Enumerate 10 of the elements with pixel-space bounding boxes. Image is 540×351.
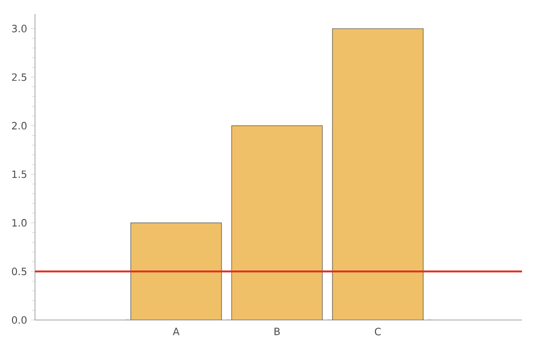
x-tick-label: C	[374, 328, 381, 336]
y-tick-label: 0.5	[12, 268, 26, 276]
y-tick-label: 3.0	[12, 24, 27, 32]
y-tick-label: 2.0	[12, 122, 27, 130]
x-tick-label: B	[274, 328, 280, 336]
x-tick-label: A	[172, 328, 180, 336]
y-tick-label: 0.0	[12, 316, 27, 324]
y-tick-label: 2.5	[12, 73, 26, 81]
y-tick-label: 1.5	[12, 170, 26, 178]
y-tick-label: 1.0	[12, 219, 27, 227]
